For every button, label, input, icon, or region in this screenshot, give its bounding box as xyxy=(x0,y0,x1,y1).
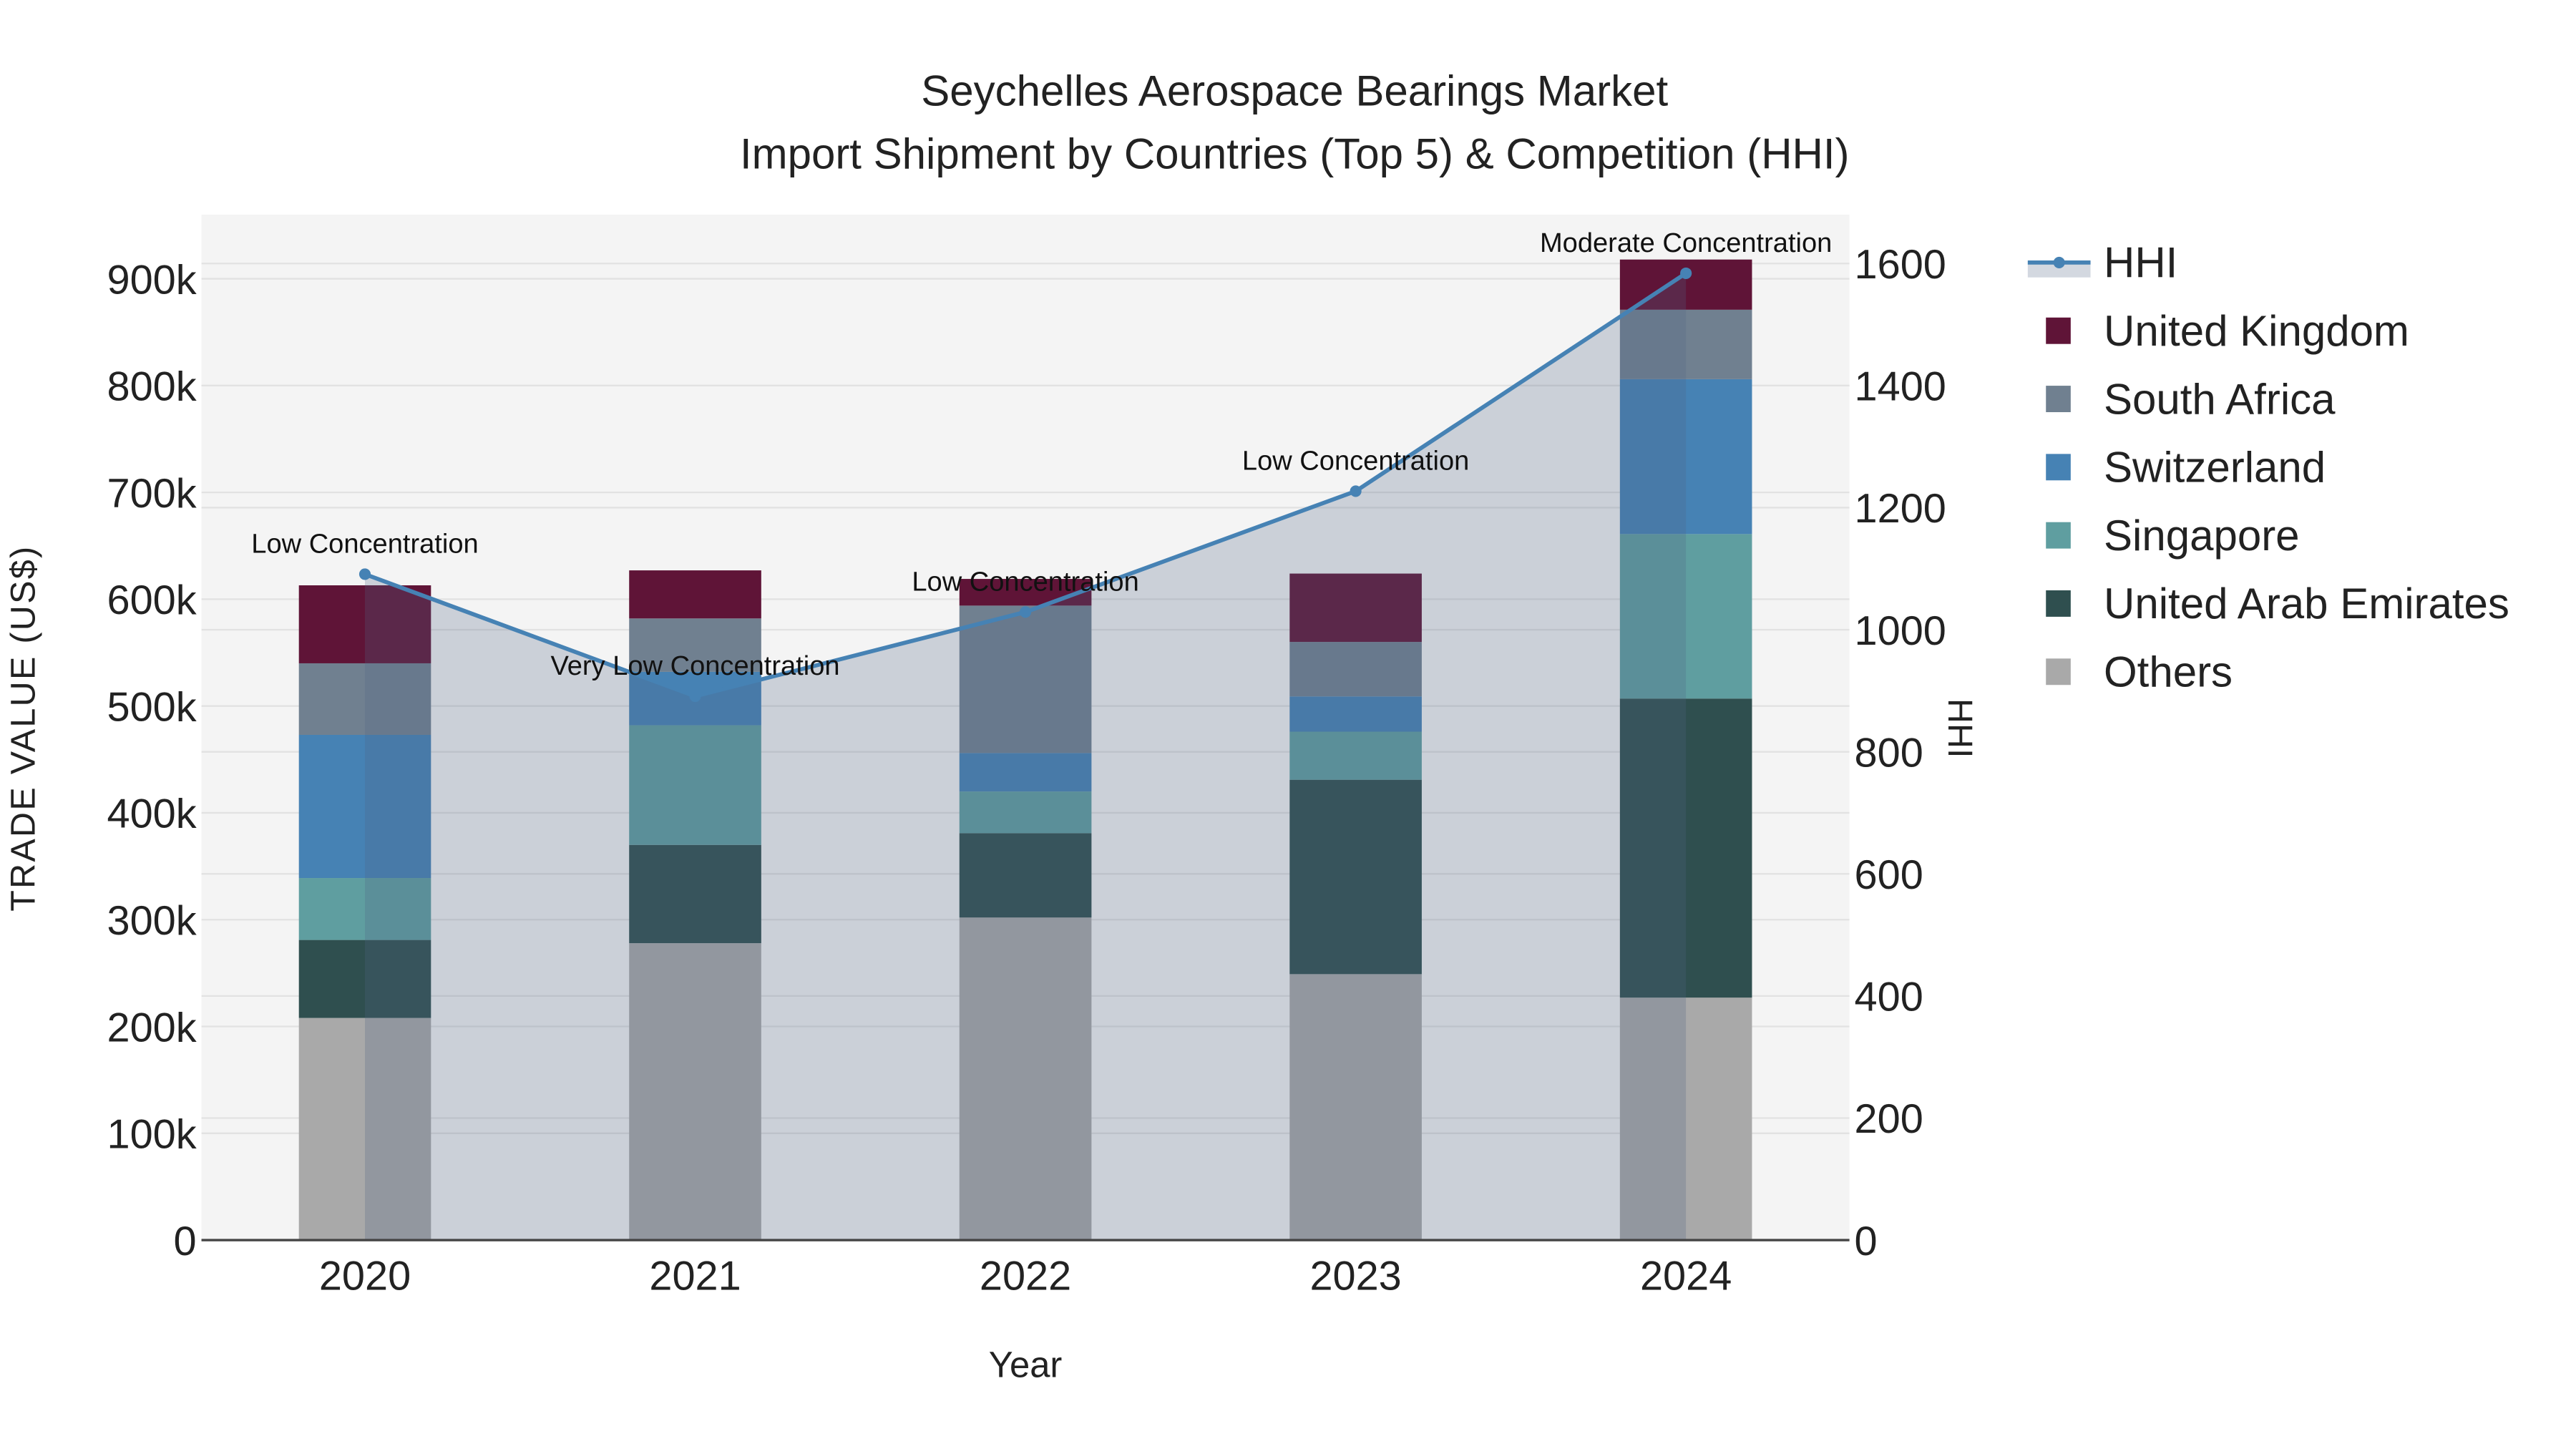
hhi-annotation: Very Low Concentration xyxy=(550,651,839,681)
x-tick-label: 2022 xyxy=(980,1253,1071,1299)
legend-swatch xyxy=(2046,317,2071,344)
legend-swatch xyxy=(2046,590,2071,617)
bar-singapore xyxy=(1619,534,1752,699)
chart-subtitle: Import Shipment by Countries (Top 5) & C… xyxy=(740,130,1850,177)
bar-united-kingdom xyxy=(629,570,761,619)
bar-others xyxy=(959,917,1092,1241)
hhi-point xyxy=(1680,267,1692,279)
bar-united-arab-emirates xyxy=(959,833,1092,918)
hhi-area xyxy=(365,273,1687,1241)
legend-swatch xyxy=(2046,658,2071,686)
hhi-annotation: Moderate Concentration xyxy=(1540,228,1832,258)
y-tick-label: 600k xyxy=(107,577,197,623)
y-tick-label: 800k xyxy=(107,364,197,410)
y-tick-label: 700k xyxy=(107,471,197,517)
y2-tick-label: 600 xyxy=(1855,852,1923,898)
bar-united-kingdom xyxy=(959,579,1092,606)
legend-label: United Arab Emirates xyxy=(2104,580,2509,628)
legend-hhi-swatch xyxy=(2027,260,2091,278)
bar-singapore xyxy=(298,878,431,940)
legend-label: HHI xyxy=(2104,239,2177,287)
legend-label: South Africa xyxy=(2104,375,2336,423)
x-axis-title: Year xyxy=(989,1345,1063,1385)
bar-singapore xyxy=(629,725,761,845)
y-tick-label: 500k xyxy=(107,684,197,730)
bar-united-arab-emirates xyxy=(298,940,431,1018)
y2-axis-title: HHI xyxy=(1941,698,1979,758)
y-axis-title: TRADE VALUE (US$) xyxy=(4,545,42,912)
y2-tick-label: 0 xyxy=(1855,1219,1878,1264)
hhi-point xyxy=(1020,606,1032,618)
bar-singapore xyxy=(959,791,1092,834)
bar-united-arab-emirates xyxy=(1619,698,1752,998)
bar-switzerland xyxy=(298,734,431,879)
bar-others xyxy=(1619,997,1752,1241)
bar-south-africa xyxy=(1289,642,1422,697)
bar-singapore xyxy=(1289,731,1422,780)
legend-hhi-marker xyxy=(2053,256,2065,268)
y2-tick-label: 400 xyxy=(1855,975,1923,1020)
y-tick-label: 0 xyxy=(174,1219,197,1264)
y-tick-label: 200k xyxy=(107,1005,197,1050)
y-tick-label: 400k xyxy=(107,791,197,837)
bar-united-arab-emirates xyxy=(1289,779,1422,975)
bar-south-africa xyxy=(959,605,1092,753)
bar-united-arab-emirates xyxy=(629,844,761,944)
hhi-annotation: Low Concentration xyxy=(912,567,1138,597)
legend-swatch xyxy=(2046,454,2071,481)
legend-swatch xyxy=(2046,386,2071,412)
bar-others xyxy=(298,1018,431,1241)
x-tick-label: 2020 xyxy=(319,1253,411,1299)
hhi-annotation: Low Concentration xyxy=(251,529,478,559)
legend-label: Others xyxy=(2104,648,2233,696)
legend-label: Switzerland xyxy=(2104,444,2326,492)
y2-tick-label: 1000 xyxy=(1855,608,1946,654)
bar-others xyxy=(1289,974,1422,1241)
y2-tick-label: 1200 xyxy=(1855,486,1946,532)
bar-others xyxy=(629,943,761,1241)
hhi-annotation: Low Concentration xyxy=(1242,446,1469,476)
y2-tick-label: 200 xyxy=(1855,1096,1923,1142)
hhi-point xyxy=(358,568,371,580)
hhi-point xyxy=(1350,485,1362,497)
x-tick-label: 2023 xyxy=(1309,1253,1401,1299)
bar-united-kingdom xyxy=(1289,573,1422,643)
y2-tick-label: 800 xyxy=(1855,730,1923,776)
y2-tick-label: 1400 xyxy=(1855,364,1946,410)
bar-switzerland xyxy=(1289,696,1422,732)
y-tick-label: 100k xyxy=(107,1112,197,1158)
bar-south-africa xyxy=(629,618,761,672)
hhi-point xyxy=(689,690,701,703)
y-tick-label: 900k xyxy=(107,257,197,303)
bar-switzerland xyxy=(959,753,1092,792)
x-tick-label: 2024 xyxy=(1640,1253,1732,1299)
legend-swatch xyxy=(2046,522,2071,549)
legend-label: Singapore xyxy=(2104,512,2300,560)
legend-label: United Kingdom xyxy=(2104,307,2409,355)
x-tick-label: 2021 xyxy=(649,1253,741,1299)
bar-united-kingdom xyxy=(298,585,431,663)
y-tick-label: 300k xyxy=(107,898,197,944)
bar-switzerland xyxy=(1619,379,1752,535)
chart-title: Seychelles Aerospace Bearings Market xyxy=(921,67,1668,115)
bar-south-africa xyxy=(1619,309,1752,379)
bar-south-africa xyxy=(298,663,431,735)
y2-tick-label: 1600 xyxy=(1855,242,1946,288)
